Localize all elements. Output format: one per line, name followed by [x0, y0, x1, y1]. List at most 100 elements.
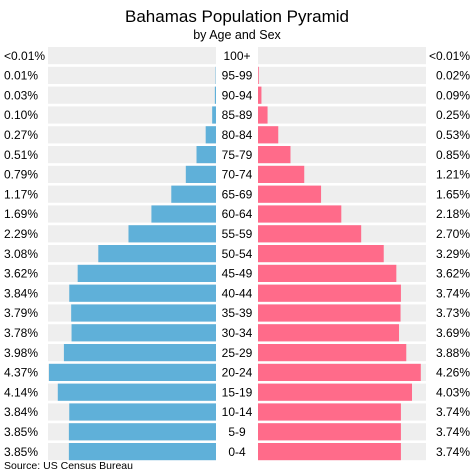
right-percent-label: 0.02%	[436, 69, 470, 83]
bar-left	[63, 344, 217, 362]
row-background-left	[48, 106, 216, 124]
bar-right	[258, 205, 342, 223]
left-percent-label: 0.03%	[4, 88, 38, 102]
bar-right	[258, 443, 401, 461]
bar-left	[185, 165, 216, 183]
left-percent-label: 3.62%	[4, 267, 38, 281]
age-group-label: 35-39	[222, 306, 253, 320]
bar-right	[258, 86, 262, 104]
age-group-label: 15-19	[222, 385, 253, 399]
row-background-left	[48, 86, 216, 104]
bar-left	[196, 146, 216, 164]
left-percent-label: 0.27%	[4, 128, 38, 142]
bar-left	[71, 324, 217, 342]
left-percent-label: 4.37%	[4, 366, 38, 380]
left-percent-label: 3.78%	[4, 326, 38, 340]
right-percent-label: 3.29%	[436, 247, 470, 261]
bar-right	[258, 165, 305, 183]
bar-right	[258, 403, 401, 421]
bar-left	[49, 363, 216, 381]
row-background-right	[258, 126, 426, 144]
bar-left	[212, 106, 216, 124]
left-percent-label: 3.79%	[4, 306, 38, 320]
left-percent-label: 0.10%	[4, 108, 38, 122]
right-percent-label: 0.53%	[436, 128, 470, 142]
left-percent-label: 3.85%	[4, 425, 38, 439]
bar-right	[258, 304, 401, 322]
bar-right	[258, 126, 279, 144]
bar-left	[57, 383, 216, 401]
age-group-label: 40-44	[222, 286, 253, 300]
age-group-label: 85-89	[222, 108, 253, 122]
bar-left	[77, 264, 217, 282]
bar-right	[258, 363, 421, 381]
bar-left	[171, 185, 216, 203]
bar-right	[258, 344, 407, 362]
right-percent-label: 0.25%	[436, 108, 470, 122]
row-background-left	[48, 66, 216, 84]
bar-left	[68, 443, 216, 461]
bar-right	[258, 423, 401, 441]
right-percent-label: 3.88%	[436, 346, 470, 360]
row-background-right	[258, 47, 426, 65]
bar-left	[151, 205, 216, 223]
right-percent-label: 4.26%	[436, 366, 470, 380]
right-percent-label: 3.74%	[436, 405, 470, 419]
bar-right	[258, 245, 384, 263]
bar-left	[69, 284, 217, 302]
pyramid-rows: 100+ <0.01% <0.01% 95-99 0.01% 0.02% 90-94 0.03…	[4, 47, 470, 461]
left-percent-label: 3.85%	[4, 445, 38, 459]
row-background-right	[258, 66, 426, 84]
chart-title: Bahamas Population Pyramid	[125, 7, 349, 26]
age-group-label: 95-99	[222, 69, 253, 83]
bar-right	[258, 106, 268, 124]
age-group-label: 65-69	[222, 187, 253, 201]
age-group-label: 5-9	[228, 425, 246, 439]
bar-right	[258, 225, 362, 243]
age-group-label: 55-59	[222, 227, 253, 241]
age-group-label: 0-4	[228, 445, 246, 459]
right-percent-label: 0.85%	[436, 148, 470, 162]
age-group-label: 25-29	[222, 346, 253, 360]
bar-right	[258, 185, 322, 203]
age-group-label: 45-49	[222, 267, 253, 281]
left-percent-label: 0.51%	[4, 148, 38, 162]
left-percent-label: 0.79%	[4, 168, 38, 182]
source-note: Source: US Census Bureau	[4, 460, 133, 472]
source-value: US Census Bureau	[43, 460, 133, 472]
right-percent-label: 3.62%	[436, 267, 470, 281]
right-percent-label: 2.70%	[436, 227, 470, 241]
bar-right	[258, 383, 413, 401]
left-percent-label: 3.08%	[4, 247, 38, 261]
right-percent-label: 1.21%	[436, 168, 470, 182]
age-group-label: 50-54	[222, 247, 253, 261]
bar-right	[258, 284, 401, 302]
row-background-left	[48, 146, 216, 164]
bar-right	[258, 324, 400, 342]
bar-right	[258, 66, 259, 84]
right-percent-label: 3.74%	[436, 445, 470, 459]
age-group-label: 100+	[223, 49, 250, 63]
bar-left	[71, 304, 216, 322]
left-percent-label: <0.01%	[4, 49, 45, 63]
row-background-right	[258, 86, 426, 104]
left-percent-label: 3.84%	[4, 286, 38, 300]
right-percent-label: 3.74%	[436, 286, 470, 300]
age-group-label: 75-79	[222, 148, 253, 162]
left-percent-label: 1.69%	[4, 207, 38, 221]
age-group-label: 10-14	[222, 405, 253, 419]
age-group-label: 30-34	[222, 326, 253, 340]
right-percent-label: <0.01%	[429, 49, 470, 63]
row-background-right	[258, 106, 426, 124]
right-percent-label: 1.65%	[436, 187, 470, 201]
bar-right	[258, 264, 397, 282]
bar-left	[128, 225, 216, 243]
row-background-left	[48, 126, 216, 144]
right-percent-label: 3.74%	[436, 425, 470, 439]
left-percent-label: 2.29%	[4, 227, 38, 241]
bar-right	[258, 146, 291, 164]
age-group-label: 90-94	[222, 88, 253, 102]
row-background-right	[258, 146, 426, 164]
right-percent-label: 0.09%	[436, 88, 470, 102]
right-percent-label: 4.03%	[436, 385, 470, 399]
